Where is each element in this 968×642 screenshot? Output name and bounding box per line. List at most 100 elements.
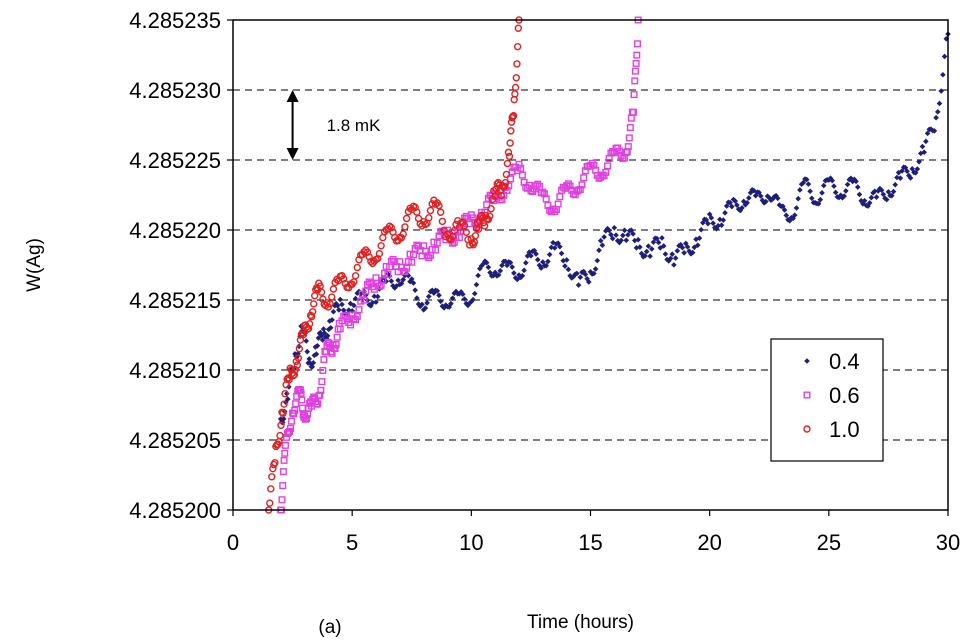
y-tick-label: 4.285230	[129, 78, 221, 103]
data-point	[478, 263, 485, 269]
data-point	[333, 300, 339, 307]
legend-label: 1.0	[829, 417, 860, 442]
data-point	[309, 300, 318, 308]
data-point	[503, 159, 512, 168]
data-point	[630, 231, 636, 237]
y-tick-label: 4.285220	[129, 218, 221, 243]
data-point	[299, 330, 308, 339]
data-point	[728, 203, 735, 210]
data-point	[746, 195, 752, 201]
data-point	[307, 360, 314, 367]
x-axis-title: Time (hours)	[527, 612, 634, 633]
data-point	[618, 237, 624, 244]
data-point	[809, 195, 815, 202]
data-point	[285, 396, 291, 402]
data-point	[734, 202, 740, 208]
data-point	[473, 281, 480, 288]
data-point	[679, 244, 686, 251]
data-point	[843, 188, 849, 194]
data-point	[739, 205, 745, 211]
data-point	[475, 272, 481, 279]
data-point	[580, 174, 588, 182]
x-tick-labels: 0 5 10 15 20 25 30	[227, 530, 960, 555]
data-point	[411, 203, 419, 212]
data-point	[790, 215, 796, 222]
data-point	[280, 456, 288, 464]
data-point	[463, 300, 470, 307]
data-point	[587, 269, 594, 275]
data-point	[689, 249, 696, 256]
data-point	[398, 280, 405, 287]
data-point	[437, 298, 444, 305]
data-point	[578, 181, 586, 189]
data-point	[518, 171, 526, 179]
data-point	[471, 232, 480, 240]
data-point	[318, 378, 326, 386]
data-point	[683, 240, 689, 247]
data-point	[304, 348, 311, 355]
data-point	[836, 194, 842, 201]
data-point	[676, 242, 682, 249]
data-point	[318, 332, 325, 339]
legend-label: 0.4	[829, 349, 860, 374]
data-point	[624, 143, 632, 151]
data-point	[336, 307, 342, 313]
data-point	[894, 174, 900, 181]
data-point	[456, 290, 463, 297]
data-point	[377, 242, 385, 250]
data-point	[744, 199, 750, 206]
data-point	[841, 193, 847, 199]
data-point	[332, 340, 340, 348]
data-point	[643, 248, 650, 255]
data-point	[781, 207, 788, 213]
data-point	[451, 290, 458, 297]
data-point	[732, 198, 739, 204]
data-point	[420, 306, 427, 313]
data-point	[936, 100, 943, 107]
data-point	[453, 288, 459, 295]
data-point	[425, 293, 432, 300]
data-point	[800, 179, 807, 186]
data-point	[837, 192, 844, 199]
data-point	[502, 170, 511, 179]
data-point	[517, 164, 525, 172]
data-point	[637, 244, 643, 250]
data-point	[871, 188, 878, 195]
data-point	[715, 222, 721, 229]
data-point	[426, 206, 435, 215]
data-point	[844, 181, 851, 188]
data-point	[861, 197, 868, 204]
data-point	[674, 248, 681, 254]
data-point	[353, 263, 361, 272]
data-point	[309, 363, 316, 370]
x-tick-label: 0	[227, 530, 239, 555]
data-point	[645, 243, 652, 249]
data-point	[306, 311, 315, 320]
data-point	[630, 91, 638, 99]
data-point	[642, 253, 648, 259]
data-point	[295, 350, 301, 357]
data-point	[786, 217, 793, 224]
data-point	[283, 390, 290, 397]
data-point	[432, 246, 440, 254]
data-point	[490, 272, 497, 279]
data-point	[722, 210, 728, 216]
data-point	[615, 147, 623, 155]
data-point	[466, 300, 473, 306]
panel-label: (a)	[318, 617, 341, 638]
data-point	[681, 249, 687, 256]
data-point	[710, 220, 716, 227]
data-point	[534, 256, 541, 263]
data-point	[280, 400, 288, 408]
data-point	[627, 114, 635, 122]
data-point	[904, 168, 910, 175]
data-point	[611, 224, 618, 231]
data-point	[292, 400, 300, 408]
data-point	[320, 326, 327, 332]
x-tick-label: 5	[346, 530, 358, 555]
data-point	[291, 406, 299, 414]
data-point	[890, 188, 897, 195]
data-point	[497, 191, 505, 200]
data-point	[271, 459, 279, 467]
data-point	[528, 253, 534, 259]
